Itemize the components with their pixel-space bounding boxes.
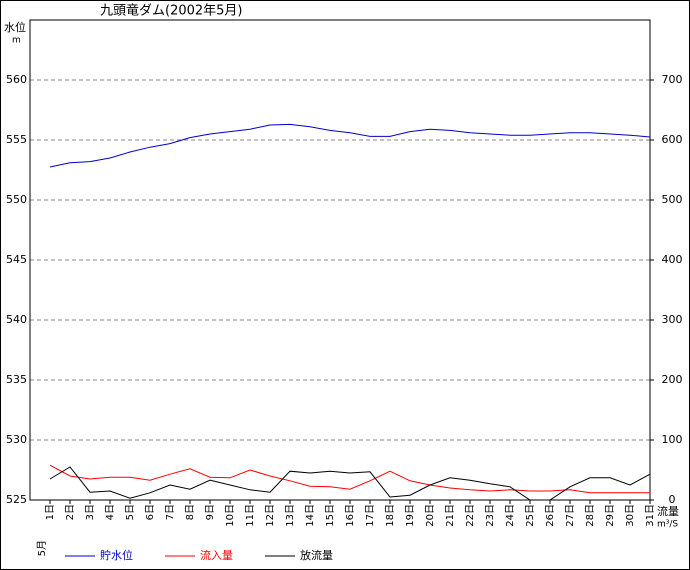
x-tick-label: 23日 (485, 504, 496, 527)
y2-axis-label: 流量 (657, 504, 679, 518)
series-line (49, 123, 651, 168)
x-tick-label: 19日 (405, 504, 416, 527)
x-tick-label: 1日 (45, 504, 56, 520)
y2-tick-label: 500 (662, 193, 683, 206)
plot-area (29, 19, 651, 501)
x-tick-label: 29日 (605, 504, 616, 527)
series-line (49, 464, 650, 494)
x-tick-label: 18日 (385, 504, 396, 527)
y2-tick-label: 600 (662, 133, 683, 146)
x-tick-label: 26日 (545, 504, 556, 527)
y-axis-unit: m (12, 36, 21, 46)
y2-tick-label: 400 (662, 253, 683, 266)
y2-tick-label: 100 (662, 433, 683, 446)
x-tick-label: 25日 (525, 504, 536, 527)
y-tick-label: 555 (6, 133, 27, 146)
y2-axis-unit: m³/S (657, 520, 678, 530)
x-tick-label: 4日 (105, 504, 116, 520)
x-tick-label: 22日 (465, 504, 476, 527)
x-tick-label: 21日 (445, 504, 456, 527)
x-tick-label: 9日 (205, 504, 216, 520)
x-tick-label: 7日 (165, 504, 176, 520)
x-tick-label: 2日 (65, 504, 76, 520)
legend-label: 流入量 (200, 548, 233, 562)
x-tick-label: 13日 (285, 504, 296, 527)
x-tick-label: 17日 (365, 504, 376, 527)
legend-label: 貯水位 (100, 548, 133, 562)
x-tick-label: 8日 (185, 504, 196, 520)
x-tick-label: 16日 (345, 504, 356, 527)
y-axis-label: 水位 (4, 20, 26, 34)
y-tick-label: 525 (6, 493, 27, 506)
legend-label: 放流量 (300, 548, 333, 562)
x-tick-label: 27日 (565, 504, 576, 527)
x-tick-label: 12日 (265, 504, 276, 527)
y-tick-label: 530 (6, 433, 27, 446)
x-tick-label: 15日 (325, 504, 336, 527)
month-label: 5月 (36, 540, 48, 556)
y-tick-label: 535 (6, 373, 27, 386)
y2-tick-label: 700 (662, 73, 683, 86)
series-line (49, 466, 651, 501)
x-tick-label: 5日 (125, 504, 136, 520)
x-tick-label: 20日 (425, 504, 436, 527)
x-tick-label: 3日 (85, 504, 96, 520)
x-tick-label: 24日 (505, 504, 516, 527)
x-tick-label: 10日 (225, 504, 236, 527)
x-tick-label: 11日 (245, 504, 256, 527)
y-tick-label: 550 (6, 193, 27, 206)
x-tick-label: 28日 (585, 504, 596, 527)
x-tick-label: 30日 (625, 504, 636, 527)
chart-title: 九頭竜ダム(2002年5月) (100, 4, 243, 19)
y2-tick-label: 200 (662, 373, 683, 386)
y2-tick-label: 300 (662, 313, 683, 326)
y-tick-label: 540 (6, 313, 27, 326)
x-tick-label: 6日 (145, 504, 156, 520)
y2-tick-label: 0 (669, 493, 676, 506)
x-tick-label: 31日 (645, 504, 656, 527)
y-tick-label: 545 (6, 253, 27, 266)
y-tick-label: 560 (6, 73, 27, 86)
x-tick-label: 14日 (305, 504, 316, 527)
